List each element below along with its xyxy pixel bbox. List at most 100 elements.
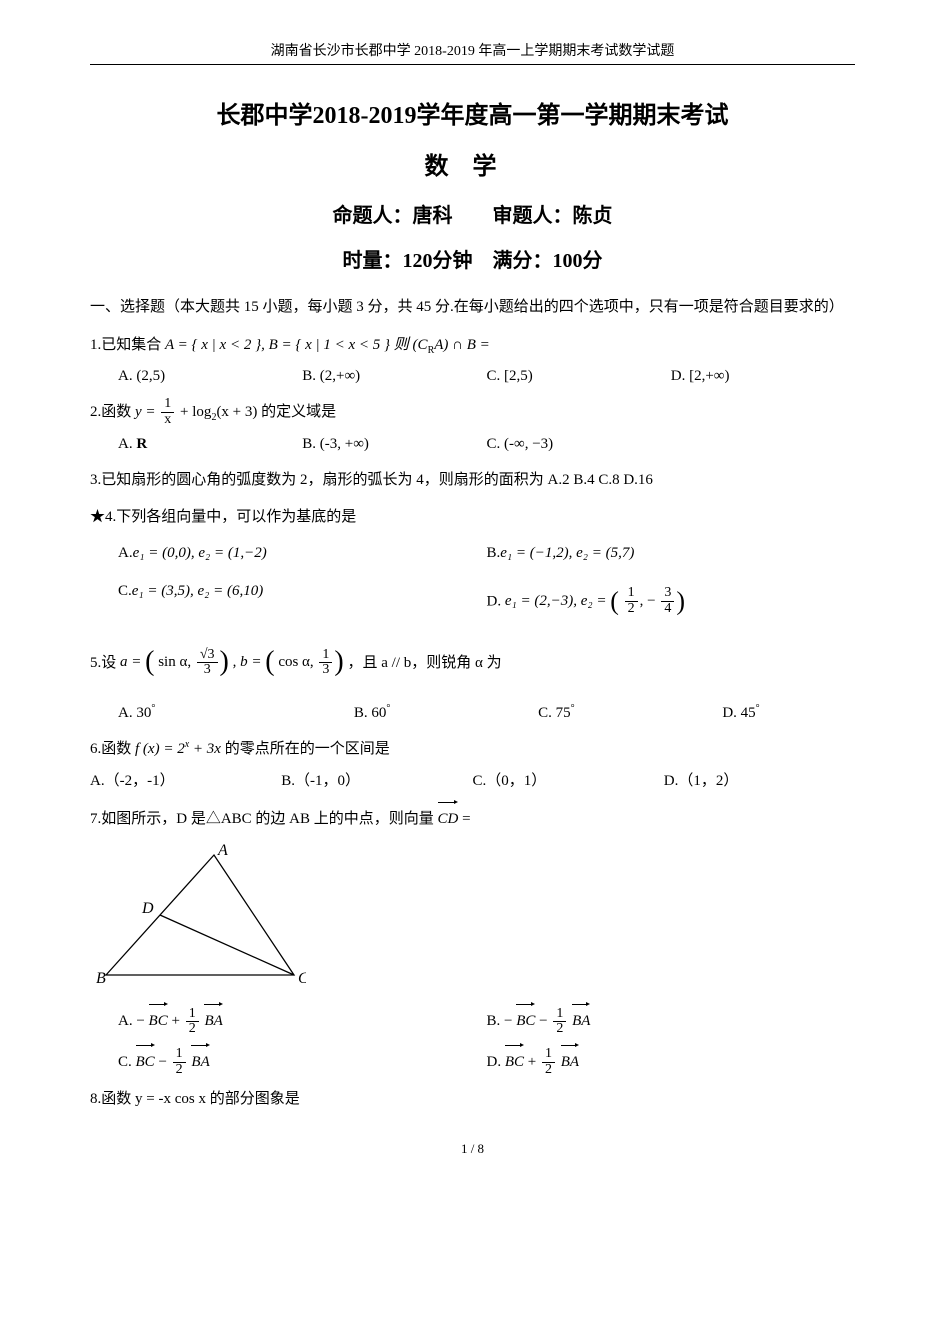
q2-frac-num: 1 <box>161 397 174 413</box>
q1-math-b: A) ∩ B = <box>434 337 490 353</box>
q6-opt-b: B.（-1，0） <box>281 766 472 796</box>
q2-opt-a: A. R <box>118 429 302 459</box>
q2-frac-den: x <box>161 413 174 428</box>
label-d: D <box>141 900 154 917</box>
q5-aeq: a = <box>120 654 145 670</box>
q5-c-t: C. 75 <box>538 705 571 721</box>
q7-d-pref: D. <box>487 1054 505 1070</box>
q4-options-row1: A.e₁ = (0,0), e₂ = (1,−2) B.e₁ = (−1,2),… <box>118 538 855 568</box>
q5-opt-a: A. 30° <box>118 698 354 728</box>
q2-frac: 1 x <box>161 397 174 427</box>
label-c: C <box>298 970 306 987</box>
q5-cos: cos α <box>278 654 310 670</box>
q6-fx: f (x) = 2 <box>135 741 185 757</box>
q1-opt-c: C. [2,5) <box>487 361 671 391</box>
q7-d-plus: + <box>528 1054 540 1070</box>
q2-prefix: 2.函数 <box>90 404 135 420</box>
q6-plus: + 3x <box>189 741 221 757</box>
q1-opt-b: B. (2,+∞) <box>302 361 486 391</box>
q4-d-prefix: e₁ = (2,−3), e₂ = <box>505 593 610 609</box>
q2-yeq: y = <box>135 404 156 420</box>
q1-stem: 1.已知集合 A = { x | x < 2 }, B = { x | 1 < … <box>90 330 855 362</box>
q7-c-bc: BC <box>136 1045 155 1077</box>
q5-a-deg: ° <box>151 703 155 714</box>
q7-b-ba: BA <box>572 1004 590 1036</box>
q4-d-f2n: 3 <box>661 586 674 602</box>
timing-line: 时量：120分钟 满分：100分 <box>90 244 855 273</box>
q6-math: f (x) = 2x + 3x <box>135 741 225 757</box>
q7-opt-b: B. − BC − 1 2 BA <box>487 1004 856 1037</box>
q1-opt-a: A. (2,5) <box>118 361 302 391</box>
q7-b-minus: − <box>539 1013 551 1029</box>
q4-opt-b: B.e₁ = (−1,2), e₂ = (5,7) <box>487 538 856 568</box>
q7-d-half: 1 2 <box>542 1047 555 1077</box>
q4-b-math: e₁ = (−1,2), e₂ = (5,7) <box>500 545 634 561</box>
q2-math: y = 1 x + log2(x + 3) <box>135 404 261 420</box>
q7-b-bc: BC <box>516 1004 535 1036</box>
q5-b-deg: ° <box>386 703 390 714</box>
q5-c-deg: ° <box>571 703 575 714</box>
credit-line: 命题人：唐科 审题人：陈贞 <box>90 199 855 228</box>
q7-opt-c: C. BC − 1 2 BA <box>118 1045 487 1078</box>
triangle-abc <box>106 855 294 975</box>
q7-c-hd: 2 <box>173 1063 186 1078</box>
running-head: 湖南省长沙市长郡中学 2018-2019 年高一上学期期末考试数学试题 <box>90 40 855 60</box>
q1-options: A. (2,5) B. (2,+∞) C. [2,5) D. [2,+∞) <box>118 361 855 391</box>
q7-b-half: 1 2 <box>553 1007 566 1037</box>
q6-opt-a: A.（-2，-1） <box>90 766 281 796</box>
q4-a-label: A. <box>118 545 133 561</box>
q4-stem: ★4.下列各组向量中，可以作为基底的是 <box>90 502 855 534</box>
q7-a-ba: BA <box>204 1004 222 1036</box>
q4-c-math: e₁ = (3,5), e₂ = (6,10) <box>132 583 263 599</box>
q7-d-hn: 1 <box>542 1047 555 1063</box>
q2-a-val: R <box>136 436 147 452</box>
q1-math: A = { x | x < 2 }, B = { x | 1 < x < 5 }… <box>165 337 490 353</box>
q7-d-hd: 2 <box>542 1063 555 1078</box>
q2-opt-b: B. (-3, +∞) <box>302 429 486 459</box>
q4-b-label: B. <box>487 545 501 561</box>
q6-stem: 6.函数 f (x) = 2x + 3x 的零点所在的一个区间是 <box>90 734 855 766</box>
q7-opt-a: A. − BC + 1 2 BA <box>118 1004 487 1037</box>
q5-a-t: A. 30 <box>118 705 151 721</box>
q7-vec-cd: CD <box>438 802 459 836</box>
q7-d-ba: BA <box>561 1045 579 1077</box>
q4-c-label: C. <box>118 583 132 599</box>
title-subject: 数学 <box>90 146 855 181</box>
q7-b-pref: B. − <box>487 1013 517 1029</box>
q4-d-frac1: 1 2 <box>625 586 638 616</box>
q5-prefix: 5.设 <box>90 654 120 670</box>
q5-math: a = ( sin α, √3 3 ) , b = ( cos α, 1 3 ) <box>120 654 347 670</box>
q5-opt-c: C. 75° <box>538 698 722 728</box>
q4-d-f1n: 1 <box>625 586 638 602</box>
q7-stem: 7.如图所示，D 是△ABC 的边 AB 上的中点，则向量 CD = <box>90 802 855 836</box>
section1-intro: 一、选择题（本大题共 15 小题，每小题 3 分，共 45 分.在每小题给出的四… <box>90 293 855 322</box>
q7-a-hn: 1 <box>186 1007 199 1023</box>
q5-options: A. 30° B. 60° C. 75° D. 45° <box>118 698 855 728</box>
q7-b-hd: 2 <box>553 1022 566 1037</box>
q7-a-pref: A. − <box>118 1013 149 1029</box>
triangle-svg: A B C D <box>96 843 306 993</box>
q7-c-minus: − <box>158 1054 170 1070</box>
q7-figure: A B C D <box>96 843 855 998</box>
q7-b-hn: 1 <box>553 1007 566 1023</box>
q2-a-label: A. <box>118 436 133 452</box>
q2-options: A. R B. (-3, +∞) C. (-∞, −3) <box>118 429 855 459</box>
q3: 3.已知扇形的圆心角的弧度数为 2，扇形的弧长为 4，则扇形的面积为 A.2 B… <box>90 465 855 497</box>
q7-c-ba: BA <box>191 1045 209 1077</box>
q7-a-bc: BC <box>149 1004 168 1036</box>
title-main: 长郡中学2018-2019学年度高一第一学期期末考试 <box>90 95 855 130</box>
q4-d-label: D. <box>487 593 502 609</box>
q2-pluslog: + log <box>180 404 211 420</box>
q4-a-math: e₁ = (0,0), e₂ = (1,−2) <box>133 545 267 561</box>
q7-d-bc: BC <box>505 1045 524 1077</box>
q7-a-plus: + <box>171 1013 183 1029</box>
q5-frac2: 1 3 <box>319 648 332 678</box>
q5-d-t: D. 45 <box>722 705 755 721</box>
q4-d-frac2: 3 4 <box>661 586 674 616</box>
label-a: A <box>217 843 228 859</box>
q5-opt-b: B. 60° <box>354 698 538 728</box>
q4-d-math: e₁ = (2,−3), e₂ = ( 1 2 , − 3 4 ) <box>505 593 685 609</box>
q5-b-t: B. 60 <box>354 705 387 721</box>
q7-c-hn: 1 <box>173 1047 186 1063</box>
q6-opt-d: D.（1，2） <box>664 766 855 796</box>
